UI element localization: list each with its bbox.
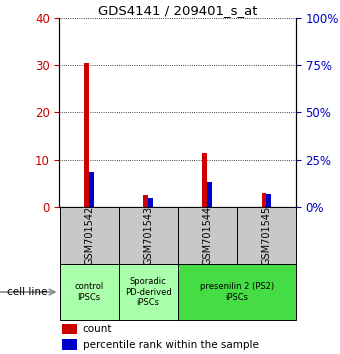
Text: count: count <box>83 324 112 334</box>
Text: presenilin 2 (PS2)
iPSCs: presenilin 2 (PS2) iPSCs <box>200 282 274 302</box>
Text: percentile rank within the sample: percentile rank within the sample <box>83 339 258 350</box>
Bar <box>62 339 77 350</box>
Text: control
IPSCs: control IPSCs <box>74 282 104 302</box>
Bar <box>202 153 207 207</box>
Text: GSM701543: GSM701543 <box>143 206 153 265</box>
Text: GSM701545: GSM701545 <box>261 206 271 265</box>
Bar <box>143 195 148 207</box>
Bar <box>119 264 177 320</box>
Text: cell line: cell line <box>7 287 47 297</box>
Bar <box>89 172 94 207</box>
Bar <box>237 207 296 264</box>
Bar <box>119 207 177 264</box>
Bar <box>62 324 77 334</box>
Bar <box>261 193 266 207</box>
Bar <box>207 182 212 207</box>
Bar <box>59 207 119 264</box>
Text: GSM701542: GSM701542 <box>84 206 94 265</box>
Bar <box>59 264 119 320</box>
Bar <box>177 264 296 320</box>
Bar <box>148 198 153 207</box>
Bar <box>177 207 237 264</box>
Text: Sporadic
PD-derived
iPSCs: Sporadic PD-derived iPSCs <box>125 277 171 307</box>
Bar <box>84 63 89 207</box>
Title: GDS4141 / 209401_s_at: GDS4141 / 209401_s_at <box>98 4 257 17</box>
Text: GSM701544: GSM701544 <box>202 206 212 265</box>
Bar <box>266 194 271 207</box>
